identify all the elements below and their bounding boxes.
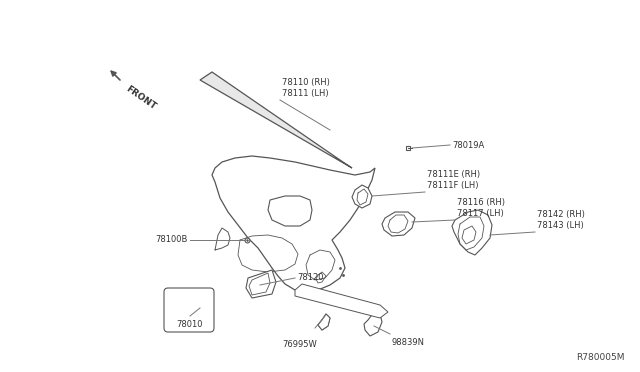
Text: 78019A: 78019A <box>452 141 484 150</box>
FancyBboxPatch shape <box>164 288 214 332</box>
Polygon shape <box>364 312 382 336</box>
Text: R780005M: R780005M <box>577 353 625 362</box>
Text: FRONT: FRONT <box>124 84 157 111</box>
Text: 78116 (RH)
78117 (LH): 78116 (RH) 78117 (LH) <box>457 198 505 218</box>
Polygon shape <box>268 196 312 226</box>
Polygon shape <box>246 270 276 298</box>
Polygon shape <box>295 284 388 318</box>
Text: 78120: 78120 <box>297 273 323 282</box>
Text: 76995W: 76995W <box>283 340 317 349</box>
Text: 78142 (RH)
78143 (LH): 78142 (RH) 78143 (LH) <box>537 210 585 230</box>
Text: 78100B: 78100B <box>156 235 188 244</box>
Text: 78111E (RH)
78111F (LH): 78111E (RH) 78111F (LH) <box>427 170 480 190</box>
Polygon shape <box>212 156 375 292</box>
Polygon shape <box>382 212 415 236</box>
Text: 78010: 78010 <box>177 320 204 329</box>
Polygon shape <box>318 314 330 330</box>
Polygon shape <box>462 226 476 244</box>
Polygon shape <box>352 185 372 208</box>
Polygon shape <box>200 72 352 168</box>
Polygon shape <box>452 210 492 255</box>
Text: 98839N: 98839N <box>392 338 425 347</box>
Polygon shape <box>249 273 270 295</box>
Text: 78110 (RH)
78111 (LH): 78110 (RH) 78111 (LH) <box>282 78 330 98</box>
